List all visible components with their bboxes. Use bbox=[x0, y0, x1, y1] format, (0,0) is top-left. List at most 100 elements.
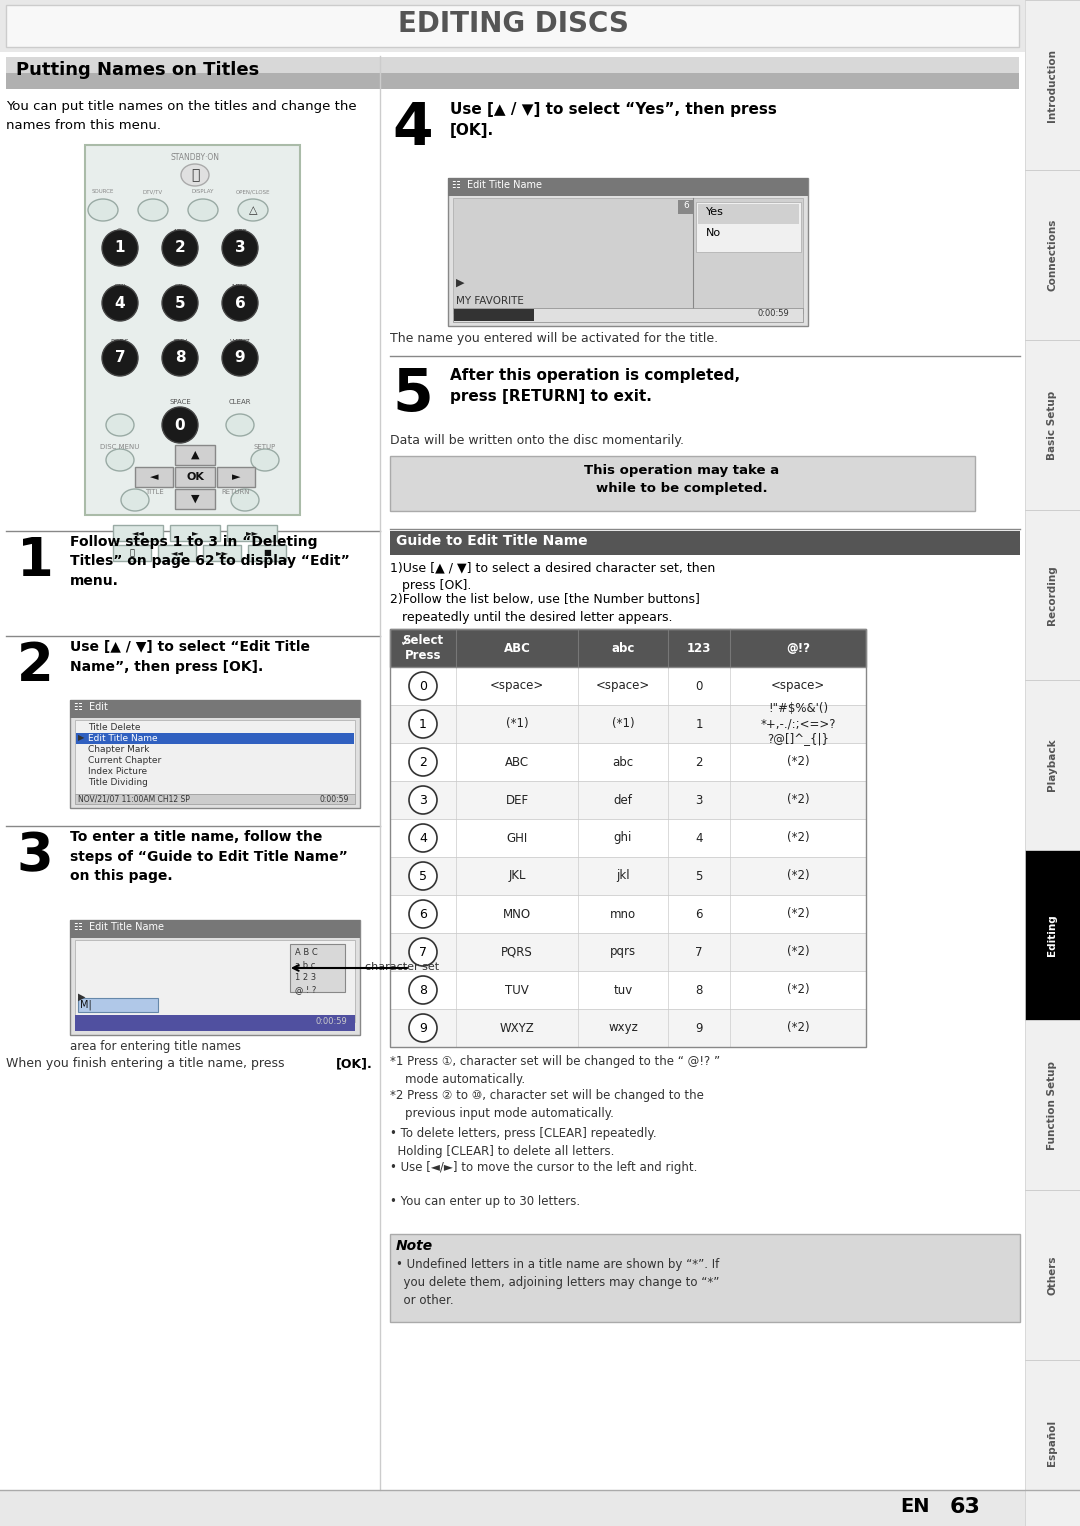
Text: mno: mno bbox=[610, 908, 636, 920]
Text: 4: 4 bbox=[419, 832, 427, 844]
Bar bbox=[70, 700, 360, 719]
Bar bbox=[453, 308, 804, 322]
Text: OPEN/CLOSE: OPEN/CLOSE bbox=[235, 189, 270, 194]
Bar bbox=[454, 308, 534, 320]
Text: def: def bbox=[613, 794, 633, 807]
Bar bbox=[75, 940, 355, 1022]
Text: (*2): (*2) bbox=[786, 908, 809, 920]
Circle shape bbox=[102, 340, 138, 375]
Bar bbox=[390, 629, 866, 667]
Text: 7: 7 bbox=[696, 946, 703, 958]
Text: wxyz: wxyz bbox=[608, 1021, 638, 1035]
Text: Use [▲ / ▼] to select “Yes”, then press
[OK].: Use [▲ / ▼] to select “Yes”, then press … bbox=[450, 102, 777, 137]
Text: Chapter Mark: Chapter Mark bbox=[87, 745, 149, 754]
Bar bbox=[696, 201, 801, 252]
Text: 1: 1 bbox=[419, 717, 427, 731]
Text: ABC: ABC bbox=[173, 229, 187, 235]
Text: 1)Use [▲ / ▼] to select a desired character set, then
   press [OK].: 1)Use [▲ / ▼] to select a desired charac… bbox=[390, 562, 715, 592]
Bar bbox=[70, 920, 360, 938]
Text: △: △ bbox=[248, 204, 257, 215]
Text: Current Chapter: Current Chapter bbox=[87, 755, 161, 765]
Text: Select
Press: Select Press bbox=[403, 633, 444, 662]
Bar bbox=[78, 998, 158, 1012]
Bar bbox=[390, 1009, 866, 1047]
Text: Use [▲ / ▼] to select “Edit Title
Name”, then press [OK].: Use [▲ / ▼] to select “Edit Title Name”,… bbox=[70, 639, 310, 673]
Bar bbox=[453, 198, 804, 313]
Text: EDITING DISCS: EDITING DISCS bbox=[397, 11, 629, 38]
Bar bbox=[390, 971, 866, 1009]
Text: • You can enter up to 30 letters.: • You can enter up to 30 letters. bbox=[390, 1195, 580, 1209]
Text: MY FAVORITE: MY FAVORITE bbox=[456, 296, 524, 307]
Bar bbox=[70, 920, 360, 1035]
Text: @!?: @!? bbox=[786, 641, 810, 655]
Text: ABC: ABC bbox=[505, 755, 529, 769]
Text: When you finish entering a title name, press: When you finish entering a title name, p… bbox=[6, 1058, 288, 1070]
Text: 5: 5 bbox=[175, 296, 186, 310]
Text: *1 Press ①, character set will be changed to the “ @!? ”
    mode automatically.: *1 Press ①, character set will be change… bbox=[390, 1054, 720, 1087]
Bar bbox=[75, 720, 355, 794]
Bar bbox=[1025, 0, 1080, 169]
Text: No: No bbox=[706, 227, 721, 238]
Text: To enter a title name, follow the
steps of “Guide to Edit Title Name”
on this pa: To enter a title name, follow the steps … bbox=[70, 830, 348, 884]
Text: 63: 63 bbox=[950, 1497, 981, 1517]
Bar bbox=[75, 1015, 355, 1032]
Circle shape bbox=[102, 230, 138, 266]
Text: • Use [◄/►] to move the cursor to the left and right.: • Use [◄/►] to move the cursor to the le… bbox=[390, 1161, 698, 1173]
Text: 9: 9 bbox=[696, 1021, 703, 1035]
Text: The name you entered will be activated for the title.: The name you entered will be activated f… bbox=[390, 333, 718, 345]
Ellipse shape bbox=[106, 414, 134, 436]
Text: Editing: Editing bbox=[1047, 914, 1057, 955]
Text: Title Delete: Title Delete bbox=[87, 723, 140, 732]
Text: ▶: ▶ bbox=[78, 992, 85, 1003]
Text: ►: ► bbox=[232, 472, 240, 482]
Text: ◄◄: ◄◄ bbox=[132, 528, 145, 537]
Text: PQRS: PQRS bbox=[110, 339, 130, 345]
Text: 9: 9 bbox=[234, 351, 245, 366]
Circle shape bbox=[102, 285, 138, 320]
Text: 0:00:59: 0:00:59 bbox=[320, 795, 349, 804]
Text: 1: 1 bbox=[114, 241, 125, 255]
Bar bbox=[85, 145, 300, 514]
Bar bbox=[1025, 850, 1080, 1019]
Bar bbox=[6, 56, 1020, 89]
Bar bbox=[135, 467, 173, 487]
Text: <space>: <space> bbox=[490, 679, 544, 693]
Text: 3: 3 bbox=[234, 241, 245, 255]
Text: ☷  Edit: ☷ Edit bbox=[75, 702, 108, 713]
Text: Function Setup: Function Setup bbox=[1047, 1061, 1057, 1149]
Text: 5: 5 bbox=[696, 870, 703, 882]
Text: DEF: DEF bbox=[505, 794, 528, 807]
Text: (*1): (*1) bbox=[505, 717, 528, 731]
Text: !"#$%&'()
*+,-./:;<=>?
?@[]^_{|}: !"#$%&'() *+,-./:;<=>? ?@[]^_{|} bbox=[760, 702, 836, 746]
Text: OK: OK bbox=[186, 472, 204, 482]
Ellipse shape bbox=[188, 198, 218, 221]
Circle shape bbox=[409, 1013, 437, 1042]
Circle shape bbox=[409, 671, 437, 700]
Ellipse shape bbox=[181, 163, 210, 186]
Bar bbox=[113, 525, 163, 542]
Bar bbox=[6, 5, 1020, 47]
Text: ▲: ▲ bbox=[191, 450, 199, 459]
Text: Data will be written onto the disc momentarily.: Data will be written onto the disc momen… bbox=[390, 433, 684, 447]
Bar bbox=[203, 545, 241, 562]
Bar bbox=[1025, 340, 1080, 510]
Circle shape bbox=[409, 748, 437, 777]
Text: (*2): (*2) bbox=[786, 870, 809, 882]
Text: Playback: Playback bbox=[1047, 739, 1057, 792]
Text: (*2): (*2) bbox=[786, 832, 809, 844]
Circle shape bbox=[162, 230, 198, 266]
Text: (*2): (*2) bbox=[786, 946, 809, 958]
Text: ▶: ▶ bbox=[78, 732, 84, 742]
Text: NOV/21/07 11:00AM CH12 SP: NOV/21/07 11:00AM CH12 SP bbox=[78, 795, 190, 804]
Bar bbox=[390, 896, 866, 932]
Bar bbox=[70, 700, 360, 807]
Text: ☷  Edit Title Name: ☷ Edit Title Name bbox=[453, 180, 542, 191]
Text: Recording: Recording bbox=[1047, 565, 1057, 624]
Bar bbox=[390, 705, 866, 743]
Text: STANDBY·ON: STANDBY·ON bbox=[171, 153, 219, 162]
Text: M|: M| bbox=[80, 1000, 92, 1010]
Circle shape bbox=[409, 824, 437, 852]
Text: ⏸: ⏸ bbox=[130, 548, 135, 557]
Text: abc: abc bbox=[611, 641, 635, 655]
Text: Note: Note bbox=[396, 1239, 433, 1253]
